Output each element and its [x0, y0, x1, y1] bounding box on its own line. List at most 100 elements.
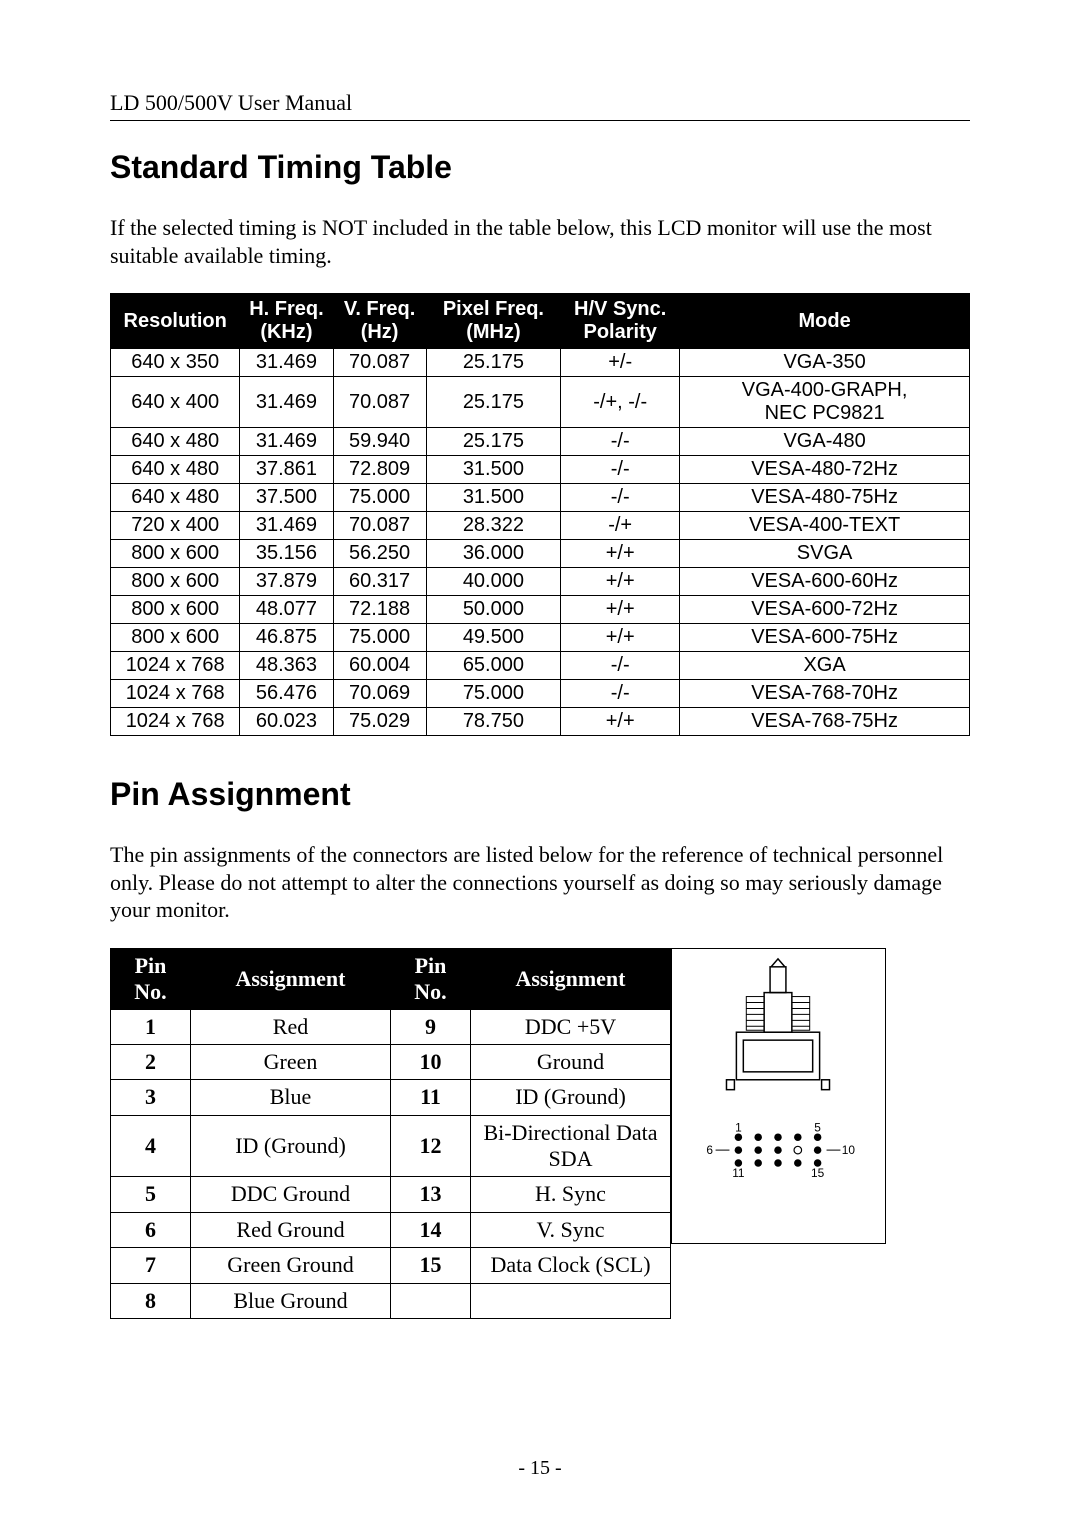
pin-label-6: 6	[706, 1143, 713, 1157]
timing-cell: XGA	[680, 652, 970, 680]
timing-cell: 60.023	[240, 708, 333, 736]
timing-cell: 56.250	[333, 540, 426, 568]
timing-col-0: Resolution	[111, 294, 240, 349]
timing-cell: 800 x 600	[111, 568, 240, 596]
pin-cell: Bi-Directional DataSDA	[471, 1115, 671, 1177]
timing-cell: 31.500	[426, 456, 561, 484]
timing-cell: 75.029	[333, 708, 426, 736]
page-number: - 15 -	[0, 1457, 1080, 1480]
timing-cell: 50.000	[426, 596, 561, 624]
timing-cell: 35.156	[240, 540, 333, 568]
pin-cell: Data Clock (SCL)	[471, 1248, 671, 1283]
heading-timing: Standard Timing Table	[110, 149, 970, 186]
heading-pin: Pin Assignment	[110, 776, 970, 813]
timing-table: ResolutionH. Freq.(KHz)V. Freq.(Hz)Pixel…	[110, 293, 970, 736]
pin-table: Pin No.AssignmentPin No.Assignment 1Red9…	[110, 948, 671, 1320]
pin-dot	[794, 1159, 802, 1167]
pin-label-10: 10	[842, 1143, 856, 1157]
timing-cell: 36.000	[426, 540, 561, 568]
pin-dot	[735, 1133, 743, 1141]
timing-cell: VGA-400-GRAPH,NEC PC9821	[680, 377, 970, 428]
timing-cell: VESA-480-75Hz	[680, 484, 970, 512]
table-row: 1024 x 76856.47670.06975.000-/-VESA-768-…	[111, 680, 970, 708]
timing-cell: -/-	[561, 680, 680, 708]
timing-cell: 46.875	[240, 624, 333, 652]
timing-cell: 60.317	[333, 568, 426, 596]
timing-cell: 31.469	[240, 377, 333, 428]
pin-cell: 10	[391, 1044, 471, 1079]
timing-col-1: H. Freq.(KHz)	[240, 294, 333, 349]
timing-cell: 70.087	[333, 349, 426, 377]
timing-cell: 800 x 600	[111, 624, 240, 652]
pin-cell: ID (Ground)	[191, 1115, 391, 1177]
timing-cell: 37.861	[240, 456, 333, 484]
pin-cell: 5	[111, 1177, 191, 1212]
connector-svg-icon: 1 5 6 10 11 15	[672, 949, 885, 1242]
pin-cell: Blue	[191, 1080, 391, 1115]
table-row: 5DDC Ground13H. Sync	[111, 1177, 671, 1212]
page-header: LD 500/500V User Manual	[110, 90, 970, 121]
pin-cell: 8	[111, 1283, 191, 1318]
timing-cell: 75.000	[333, 484, 426, 512]
table-row: 1024 x 76860.02375.02978.750+/+VESA-768-…	[111, 708, 970, 736]
pin-col-3: Assignment	[471, 948, 671, 1009]
table-row: 800 x 60035.15656.25036.000+/+SVGA	[111, 540, 970, 568]
table-row: 640 x 48037.50075.00031.500-/-VESA-480-7…	[111, 484, 970, 512]
timing-cell: VGA-350	[680, 349, 970, 377]
timing-cell: 48.077	[240, 596, 333, 624]
timing-cell: 75.000	[333, 624, 426, 652]
timing-cell: 70.087	[333, 377, 426, 428]
pin-table-header-row: Pin No.AssignmentPin No.Assignment	[111, 948, 671, 1009]
timing-cell: -/-	[561, 456, 680, 484]
timing-cell: -/-	[561, 484, 680, 512]
pin-cell: H. Sync	[471, 1177, 671, 1212]
timing-cell: 48.363	[240, 652, 333, 680]
pin-cell: 12	[391, 1115, 471, 1177]
timing-col-4: H/V Sync.Polarity	[561, 294, 680, 349]
timing-cell: VESA-768-75Hz	[680, 708, 970, 736]
pin-cell: Green Ground	[191, 1248, 391, 1283]
timing-cell: 640 x 480	[111, 428, 240, 456]
timing-cell: +/+	[561, 708, 680, 736]
timing-cell: 59.940	[333, 428, 426, 456]
timing-cell: 31.469	[240, 428, 333, 456]
timing-cell: SVGA	[680, 540, 970, 568]
table-row: 7Green Ground15Data Clock (SCL)	[111, 1248, 671, 1283]
pin-dot	[754, 1146, 762, 1154]
table-row: 6Red Ground14V. Sync	[111, 1212, 671, 1247]
pin-cell: 3	[111, 1080, 191, 1115]
table-row: 640 x 48037.86172.80931.500-/-VESA-480-7…	[111, 456, 970, 484]
table-row: 640 x 40031.46970.08725.175-/+, -/-VGA-4…	[111, 377, 970, 428]
timing-cell: 40.000	[426, 568, 561, 596]
pin-cell	[471, 1283, 671, 1318]
pin-cell: 15	[391, 1248, 471, 1283]
pin-table-body: 1Red9DDC +5V2Green10Ground3Blue11ID (Gro…	[111, 1009, 671, 1319]
timing-cell: 70.069	[333, 680, 426, 708]
pin-cell: 2	[111, 1044, 191, 1079]
timing-cell: 720 x 400	[111, 512, 240, 540]
timing-cell: +/+	[561, 568, 680, 596]
table-row: 2Green10Ground	[111, 1044, 671, 1079]
timing-cell: VESA-600-75Hz	[680, 624, 970, 652]
pin-col-1: Assignment	[191, 948, 391, 1009]
pin-dot	[754, 1133, 762, 1141]
timing-cell: VESA-480-72Hz	[680, 456, 970, 484]
timing-cell: 75.000	[426, 680, 561, 708]
pin-cell: 4	[111, 1115, 191, 1177]
pin-dot	[814, 1146, 822, 1154]
timing-cell: 28.322	[426, 512, 561, 540]
pin-cell: Blue Ground	[191, 1283, 391, 1318]
timing-cell: VESA-400-TEXT	[680, 512, 970, 540]
pin-cell	[391, 1283, 471, 1318]
timing-cell: 78.750	[426, 708, 561, 736]
table-row: 720 x 40031.46970.08728.322-/+VESA-400-T…	[111, 512, 970, 540]
timing-cell: 25.175	[426, 377, 561, 428]
timing-table-header-row: ResolutionH. Freq.(KHz)V. Freq.(Hz)Pixel…	[111, 294, 970, 349]
timing-cell: 37.879	[240, 568, 333, 596]
timing-cell: 1024 x 768	[111, 708, 240, 736]
pin-cell: 11	[391, 1080, 471, 1115]
timing-cell: -/-	[561, 428, 680, 456]
timing-cell: 800 x 600	[111, 596, 240, 624]
timing-col-2: V. Freq.(Hz)	[333, 294, 426, 349]
page: LD 500/500V User Manual Standard Timing …	[0, 0, 1080, 1528]
